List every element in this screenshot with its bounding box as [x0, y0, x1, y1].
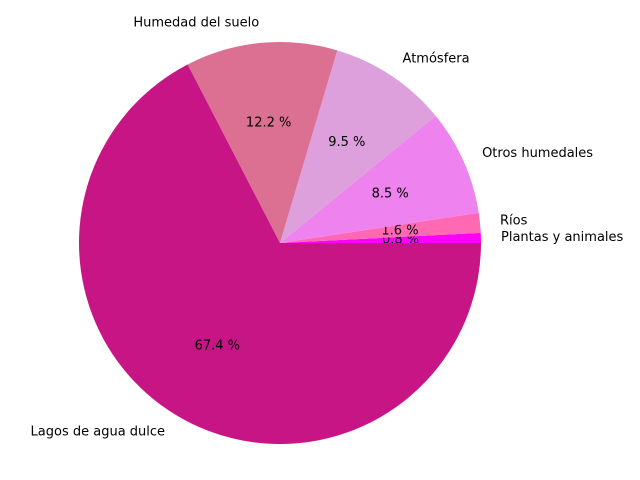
pie-slice — [78, 64, 482, 445]
slice-category-label: Plantas y animales — [501, 230, 624, 245]
pie-slice — [280, 115, 479, 243]
slice-percent-label: 12.2 % — [246, 115, 291, 130]
slice-category-label: Lagos de agua dulce — [31, 424, 166, 439]
slice-category-label: Atmósfera — [403, 51, 470, 66]
pie-slice — [280, 232, 481, 243]
pie-slice — [280, 212, 481, 243]
slice-percent-label: 1.6 % — [381, 223, 418, 238]
slice-percent-label: 8.5 % — [372, 187, 409, 202]
slice-percent-label: 9.5 % — [328, 135, 365, 150]
slice-category-label: Humedad del suelo — [133, 15, 259, 30]
pie-slice — [280, 50, 436, 243]
slice-category-label: Otros humedales — [482, 146, 593, 161]
slice-percent-label: 67.4 % — [195, 339, 240, 354]
slice-category-label: Ríos — [500, 213, 528, 228]
pie-slice — [187, 41, 338, 243]
